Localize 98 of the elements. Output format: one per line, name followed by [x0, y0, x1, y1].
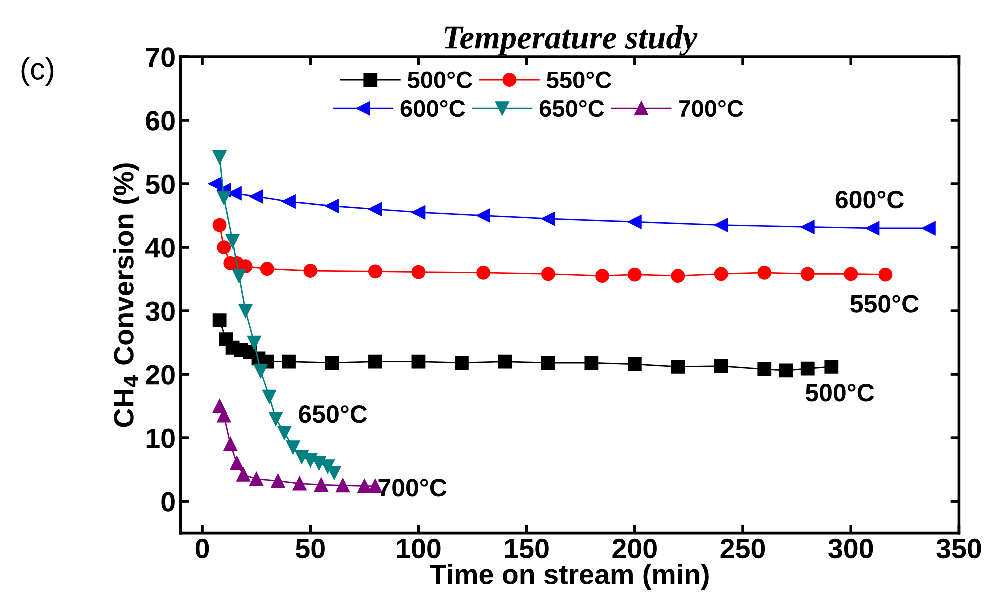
point [412, 206, 426, 220]
chart-title: Temperature study [444, 26, 698, 56]
point [271, 474, 286, 488]
point [628, 268, 642, 282]
point [368, 264, 382, 279]
x-tick-label: 50 [296, 538, 325, 559]
annotation: 650°C [299, 406, 368, 424]
point [226, 234, 240, 248]
point [212, 314, 227, 328]
point [800, 362, 815, 376]
point [412, 265, 426, 280]
point [628, 215, 642, 230]
point [758, 266, 772, 280]
y-tick-label: 30 [146, 302, 175, 322]
x-tick-label: 200 [612, 538, 657, 559]
annotation: 550°C [850, 295, 919, 313]
point [254, 364, 268, 378]
point [498, 354, 512, 369]
point [217, 191, 232, 205]
point [714, 218, 728, 232]
text: (c) [22, 58, 54, 86]
y-tick-label: 10 [146, 428, 175, 448]
legend-label: 500°C [408, 72, 472, 89]
point [286, 440, 300, 455]
point [866, 222, 880, 236]
point [224, 437, 238, 452]
point [278, 426, 292, 440]
y-tick-label: 20 [146, 365, 175, 385]
point [412, 354, 426, 369]
point [292, 476, 307, 491]
point [250, 472, 264, 486]
point [584, 356, 599, 370]
point [844, 267, 858, 282]
point [541, 267, 556, 282]
point [250, 190, 264, 204]
point [368, 202, 382, 216]
point [269, 412, 283, 426]
y-tick-label: 70 [146, 48, 175, 68]
point [878, 268, 893, 282]
point [217, 240, 232, 254]
point [824, 360, 839, 374]
legend-label: 550°C [547, 72, 612, 89]
point [628, 357, 642, 372]
point [800, 267, 815, 282]
point [260, 262, 274, 276]
point [295, 450, 309, 464]
legend-label: 650°C [540, 100, 604, 118]
point [596, 269, 610, 284]
point [779, 364, 794, 378]
point [336, 478, 350, 493]
point [455, 356, 469, 370]
x-tick-label: 350 [936, 538, 982, 559]
point [247, 336, 262, 350]
point [282, 194, 296, 209]
x-tick-label: 0 [196, 538, 210, 559]
point [232, 269, 246, 284]
legend-label: 700°C [679, 100, 744, 118]
annotation: 600°C [836, 190, 904, 209]
point [714, 267, 728, 282]
x-tick-label: 100 [397, 538, 441, 559]
point [358, 479, 372, 494]
point [671, 269, 686, 284]
point [236, 468, 251, 482]
x-tick-label: 250 [720, 538, 766, 559]
point [368, 354, 382, 369]
y-tick-label: 40 [146, 238, 175, 258]
point [314, 478, 328, 492]
point [208, 177, 222, 191]
y-tick-label: 0 [162, 492, 175, 512]
point [714, 359, 728, 374]
point [230, 456, 244, 470]
point [304, 264, 318, 278]
point [325, 356, 340, 370]
point [238, 304, 253, 318]
point [541, 356, 556, 370]
legend-label: 600°C [400, 100, 466, 118]
x-axis-title: Time on stream (min) [430, 564, 709, 590]
annotation: 500°C [806, 384, 874, 402]
point [671, 360, 686, 374]
point [800, 220, 815, 234]
point [212, 218, 227, 232]
point [476, 208, 491, 223]
point [325, 199, 340, 214]
point [312, 456, 326, 470]
point [212, 150, 227, 164]
point [282, 354, 296, 369]
point [541, 212, 556, 226]
x-tick-label: 300 [828, 538, 874, 559]
point [476, 266, 491, 280]
point [758, 362, 772, 376]
point [922, 222, 936, 236]
y-tick-label: 60 [146, 111, 175, 131]
y-tick-label: 50 [146, 174, 175, 194]
y-axis-title: CH$_{4}$ Conversion (%) [113, 164, 140, 428]
x-tick-label: 150 [505, 538, 549, 559]
point [262, 390, 276, 404]
annotation: 700°C [378, 479, 447, 497]
point [304, 453, 318, 468]
